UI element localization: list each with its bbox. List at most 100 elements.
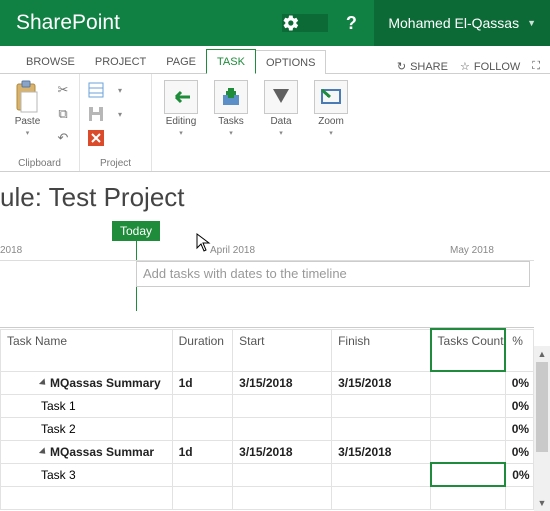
table-row[interactable]: Task 1 0% [1, 394, 534, 417]
settings-gear[interactable] [282, 14, 328, 32]
timeline-add-hint[interactable]: Add tasks with dates to the timeline [136, 261, 530, 287]
undo-button[interactable]: ↶ [53, 128, 73, 148]
tab-options[interactable]: OPTIONS [256, 50, 327, 74]
chevron-down-icon: ▼ [527, 18, 536, 28]
paste-icon [11, 80, 45, 114]
follow-button[interactable]: ☆ FOLLOW [460, 60, 520, 73]
cell[interactable]: 0% [505, 417, 533, 440]
cell[interactable] [332, 463, 431, 486]
cell[interactable]: 3/15/2018 [332, 440, 431, 463]
cell[interactable] [172, 394, 233, 417]
user-menu[interactable]: Mohamed El-Qassas ▼ [374, 0, 550, 46]
data-button[interactable]: Data ▾ [258, 78, 304, 137]
cell[interactable] [233, 417, 332, 440]
cell[interactable] [172, 463, 233, 486]
tab-task[interactable]: TASK [206, 49, 256, 74]
scale-mid: April 2018 [210, 245, 255, 256]
brand-label: SharePoint [0, 11, 282, 35]
cell[interactable]: Task 1 [1, 394, 173, 417]
cell[interactable]: 0% [505, 440, 533, 463]
col-header[interactable]: % [505, 329, 533, 371]
cell[interactable] [431, 463, 506, 486]
table-row[interactable] [1, 486, 534, 510]
editing-button[interactable]: Editing ▾ [158, 78, 204, 137]
group-project-label: Project [86, 156, 145, 169]
copy-button[interactable]: ⧉ [53, 104, 73, 124]
scissors-icon: ✂ [58, 82, 69, 98]
share-icon: ↻ [397, 60, 406, 73]
expand-caret-icon[interactable] [39, 378, 48, 387]
zoom-label: Zoom [318, 116, 344, 127]
cell[interactable]: 0% [505, 394, 533, 417]
col-header[interactable]: Duration [172, 329, 233, 371]
cell[interactable]: 1d [172, 440, 233, 463]
table-row[interactable]: Task 3 0% [1, 463, 534, 486]
cell[interactable] [431, 371, 506, 394]
cut-button[interactable]: ✂ [53, 80, 73, 100]
page-title: ule: Test Project [0, 172, 534, 213]
table-row[interactable]: MQassas Summary1d3/15/20183/15/20180% [1, 371, 534, 394]
table-row[interactable]: Task 2 0% [1, 417, 534, 440]
tab-browse[interactable]: BROWSE [16, 50, 85, 73]
focus-button[interactable]: ⛶ [532, 60, 540, 73]
ribbon-tabs: BROWSE PROJECT PAGE TASK OPTIONS ↻ SHARE… [0, 46, 550, 74]
scale-left: 2018 [0, 245, 22, 256]
help-button[interactable]: ? [328, 13, 374, 34]
cell[interactable] [431, 440, 506, 463]
col-header[interactable]: Tasks Count [431, 329, 506, 371]
user-name-label: Mohamed El-Qassas [388, 15, 519, 31]
cell[interactable]: MQassas Summar [1, 440, 173, 463]
zoom-button[interactable]: Zoom ▾ [308, 78, 354, 137]
cell[interactable] [431, 486, 506, 510]
data-icon [264, 80, 298, 114]
star-icon: ☆ [460, 60, 470, 73]
scroll-down-icon[interactable]: ▼ [534, 495, 550, 511]
project-btn-2[interactable] [86, 104, 106, 124]
scroll-up-icon[interactable]: ▲ [534, 346, 550, 362]
group-clipboard-label: Clipboard [6, 156, 73, 169]
cell[interactable] [233, 486, 332, 510]
vertical-scrollbar[interactable]: ▲ ▼ [534, 346, 550, 511]
cell[interactable] [233, 394, 332, 417]
project-dd-2[interactable]: ▾ [110, 104, 130, 124]
tasks-button[interactable]: Tasks ▾ [208, 78, 254, 137]
cell[interactable] [431, 394, 506, 417]
cell[interactable] [332, 486, 431, 510]
expand-caret-icon[interactable] [39, 447, 48, 456]
cell[interactable] [172, 417, 233, 440]
cell[interactable] [332, 394, 431, 417]
paste-label: Paste [15, 116, 41, 127]
cell[interactable]: 0% [505, 463, 533, 486]
col-header[interactable]: Finish [332, 329, 431, 371]
cell[interactable] [233, 463, 332, 486]
cell[interactable] [332, 417, 431, 440]
data-label: Data [270, 116, 291, 127]
chevron-down-icon: ▾ [279, 129, 283, 137]
suite-bar: SharePoint ? Mohamed El-Qassas ▼ [0, 0, 550, 46]
task-grid[interactable]: Task NameDurationStartFinishTasks Count%… [0, 327, 534, 510]
cell[interactable]: 3/15/2018 [233, 371, 332, 394]
share-button[interactable]: ↻ SHARE [397, 60, 448, 73]
tab-project[interactable]: PROJECT [85, 50, 156, 73]
paste-button[interactable]: Paste ▾ [6, 78, 49, 137]
tab-page[interactable]: PAGE [156, 50, 206, 73]
project-dd-1[interactable]: ▾ [110, 80, 130, 100]
project-btn-3[interactable] [86, 128, 106, 148]
cell[interactable]: Task 3 [1, 463, 173, 486]
cell[interactable] [1, 486, 173, 510]
project-btn-1[interactable] [86, 80, 106, 100]
cell[interactable]: 3/15/2018 [332, 371, 431, 394]
table-row[interactable]: MQassas Summar1d3/15/20183/15/20180% [1, 440, 534, 463]
cell[interactable] [172, 486, 233, 510]
scroll-thumb[interactable] [536, 362, 548, 452]
cell[interactable] [505, 486, 533, 510]
cell[interactable]: 0% [505, 371, 533, 394]
scale-right: May 2018 [450, 245, 494, 256]
cell[interactable]: 1d [172, 371, 233, 394]
cell[interactable] [431, 417, 506, 440]
cell[interactable]: Task 2 [1, 417, 173, 440]
col-header[interactable]: Start [233, 329, 332, 371]
col-header[interactable]: Task Name [1, 329, 173, 371]
cell[interactable]: MQassas Summary [1, 371, 173, 394]
cell[interactable]: 3/15/2018 [233, 440, 332, 463]
